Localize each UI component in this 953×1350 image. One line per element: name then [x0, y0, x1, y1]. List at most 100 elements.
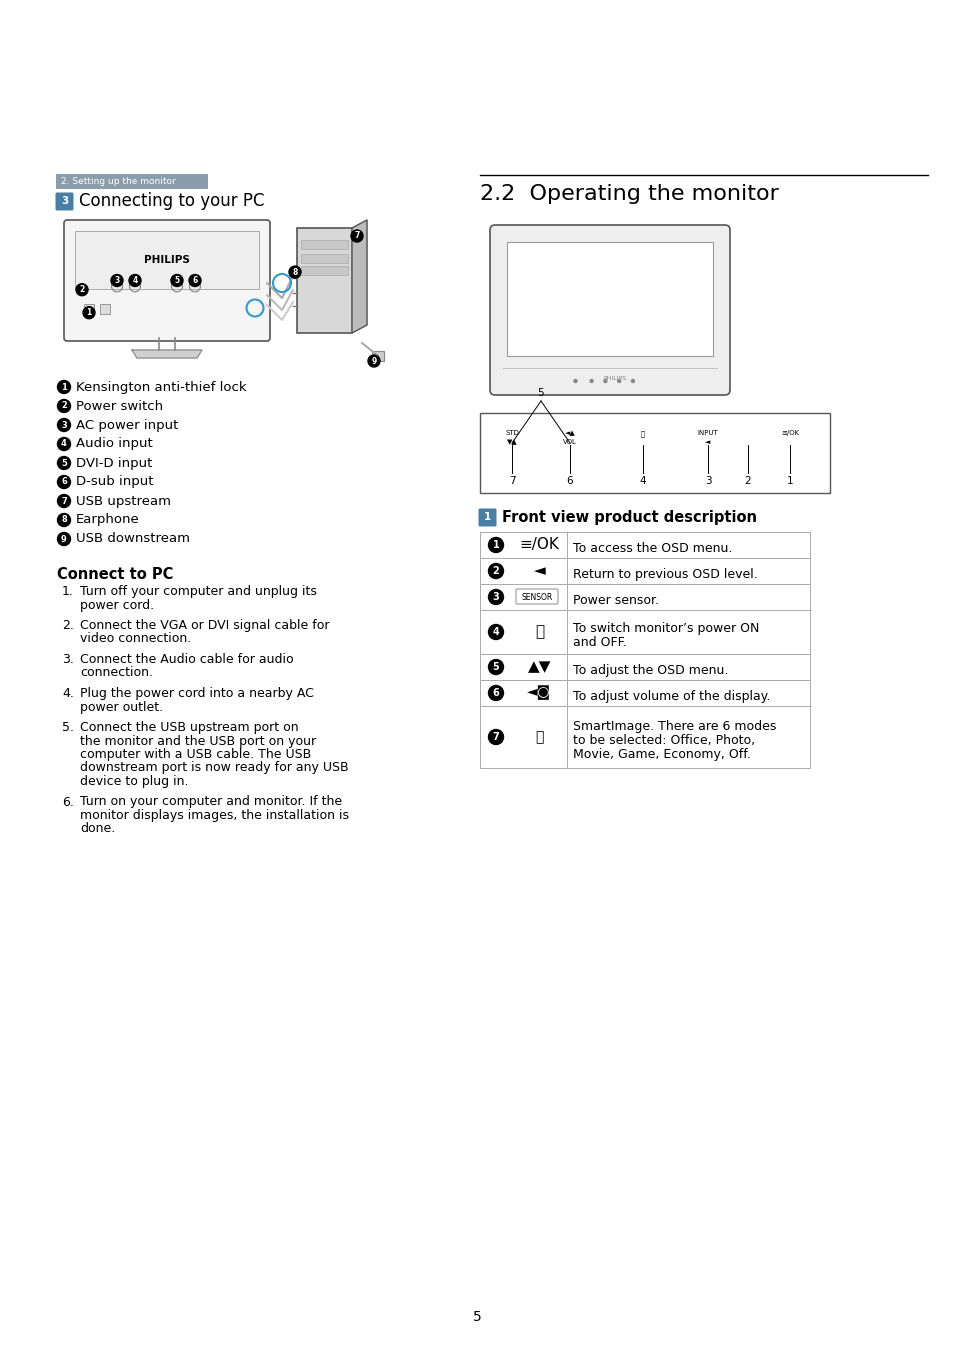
- Text: VOL: VOL: [562, 439, 577, 446]
- Text: Movie, Game, Economy, Off.: Movie, Game, Economy, Off.: [573, 748, 750, 761]
- Text: 6: 6: [61, 478, 67, 486]
- Text: the monitor and the USB port on your: the monitor and the USB port on your: [80, 734, 315, 748]
- Bar: [75, 231, 258, 289]
- Circle shape: [488, 563, 503, 579]
- Text: device to plug in.: device to plug in.: [80, 775, 189, 788]
- Circle shape: [617, 379, 620, 382]
- Text: 4: 4: [492, 626, 498, 637]
- Text: ⏻: ⏻: [640, 431, 644, 436]
- Bar: [100, 304, 110, 315]
- Text: To access the OSD menu.: To access the OSD menu.: [573, 541, 732, 555]
- Text: Turn off your computer and unplug its: Turn off your computer and unplug its: [80, 585, 316, 598]
- Text: 2. Setting up the monitor: 2. Setting up the monitor: [61, 177, 175, 186]
- Text: To switch monitor’s power ON: To switch monitor’s power ON: [573, 622, 759, 634]
- Text: and OFF.: and OFF.: [573, 636, 626, 649]
- Circle shape: [488, 686, 503, 701]
- Text: 5.: 5.: [62, 721, 74, 734]
- Text: 5: 5: [492, 662, 498, 672]
- Text: 7: 7: [492, 732, 498, 742]
- Text: 5: 5: [537, 387, 544, 398]
- Text: STD: STD: [504, 431, 518, 436]
- Text: ◄◙: ◄◙: [527, 686, 551, 701]
- Circle shape: [488, 625, 503, 640]
- Text: 1: 1: [492, 540, 498, 549]
- Text: 3.: 3.: [62, 653, 73, 666]
- Text: 2.: 2.: [62, 620, 73, 632]
- Text: 8: 8: [292, 267, 297, 277]
- Text: 1.: 1.: [62, 585, 73, 598]
- Text: 3: 3: [114, 275, 119, 285]
- Bar: [301, 254, 348, 263]
- Circle shape: [57, 418, 71, 432]
- Polygon shape: [132, 350, 202, 358]
- Text: 2: 2: [79, 285, 85, 294]
- Circle shape: [57, 475, 71, 489]
- Circle shape: [488, 729, 503, 744]
- Bar: [479, 558, 809, 585]
- Text: To adjust volume of the display.: To adjust volume of the display.: [573, 690, 770, 703]
- Bar: [479, 585, 809, 610]
- Circle shape: [189, 274, 201, 286]
- Text: done.: done.: [80, 822, 115, 836]
- Text: power cord.: power cord.: [80, 598, 154, 612]
- Text: 5: 5: [472, 1310, 481, 1324]
- Text: 7: 7: [354, 231, 359, 240]
- Circle shape: [171, 274, 183, 286]
- Text: Connecting to your PC: Connecting to your PC: [79, 193, 264, 211]
- Text: Connect to PC: Connect to PC: [57, 567, 173, 582]
- Text: PHILIPS: PHILIPS: [602, 375, 625, 381]
- Circle shape: [129, 274, 141, 286]
- Circle shape: [368, 355, 379, 367]
- Bar: [372, 351, 384, 360]
- Text: 5: 5: [61, 459, 67, 467]
- Text: 4: 4: [639, 477, 645, 486]
- Text: Connect the Audio cable for audio: Connect the Audio cable for audio: [80, 653, 294, 666]
- Text: 6.: 6.: [62, 795, 73, 809]
- Text: PHILIPS: PHILIPS: [144, 255, 190, 265]
- Circle shape: [83, 306, 95, 319]
- Text: 4: 4: [132, 275, 137, 285]
- Text: ⏻: ⏻: [535, 625, 543, 640]
- Text: 3: 3: [61, 420, 67, 429]
- Bar: [479, 706, 809, 768]
- Text: Earphone: Earphone: [76, 513, 139, 526]
- Circle shape: [111, 274, 123, 286]
- Text: connection.: connection.: [80, 667, 152, 679]
- Text: 1: 1: [87, 308, 91, 317]
- Circle shape: [57, 513, 71, 526]
- FancyBboxPatch shape: [490, 225, 729, 396]
- Text: 4: 4: [61, 440, 67, 448]
- Text: Plug the power cord into a nearby AC: Plug the power cord into a nearby AC: [80, 687, 314, 701]
- Text: downstream port is now ready for any USB: downstream port is now ready for any USB: [80, 761, 348, 775]
- Circle shape: [631, 379, 634, 382]
- Bar: [479, 610, 809, 653]
- Text: 2: 2: [744, 477, 751, 486]
- Bar: [506, 242, 712, 356]
- Text: ⎗: ⎗: [535, 730, 543, 744]
- Text: video connection.: video connection.: [80, 633, 191, 645]
- Text: SENSOR: SENSOR: [521, 593, 552, 602]
- Text: ≡/OK: ≡/OK: [519, 537, 558, 552]
- Text: ◄▲: ◄▲: [564, 431, 575, 436]
- Bar: [479, 653, 809, 680]
- Text: 6: 6: [566, 477, 573, 486]
- Text: ◄: ◄: [704, 439, 710, 446]
- Text: monitor displays images, the installation is: monitor displays images, the installatio…: [80, 809, 349, 822]
- Circle shape: [57, 437, 71, 451]
- Text: 2.2  Operating the monitor: 2.2 Operating the monitor: [479, 184, 778, 204]
- Text: 9: 9: [61, 535, 67, 544]
- Text: 1: 1: [483, 513, 491, 522]
- Text: ◄: ◄: [533, 563, 545, 579]
- Text: power outlet.: power outlet.: [80, 701, 163, 714]
- Text: D-sub input: D-sub input: [76, 475, 153, 489]
- Text: Return to previous OSD level.: Return to previous OSD level.: [573, 568, 757, 580]
- Text: 3: 3: [61, 197, 68, 207]
- Text: Kensington anti-thief lock: Kensington anti-thief lock: [76, 381, 247, 393]
- Text: INPUT: INPUT: [697, 431, 718, 436]
- Text: to be selected: Office, Photo,: to be selected: Office, Photo,: [573, 734, 755, 747]
- Circle shape: [57, 494, 71, 508]
- Circle shape: [488, 537, 503, 552]
- Bar: [479, 532, 809, 558]
- Text: SmartImage. There are 6 modes: SmartImage. There are 6 modes: [573, 720, 776, 733]
- Text: Connect the VGA or DVI signal cable for: Connect the VGA or DVI signal cable for: [80, 620, 329, 632]
